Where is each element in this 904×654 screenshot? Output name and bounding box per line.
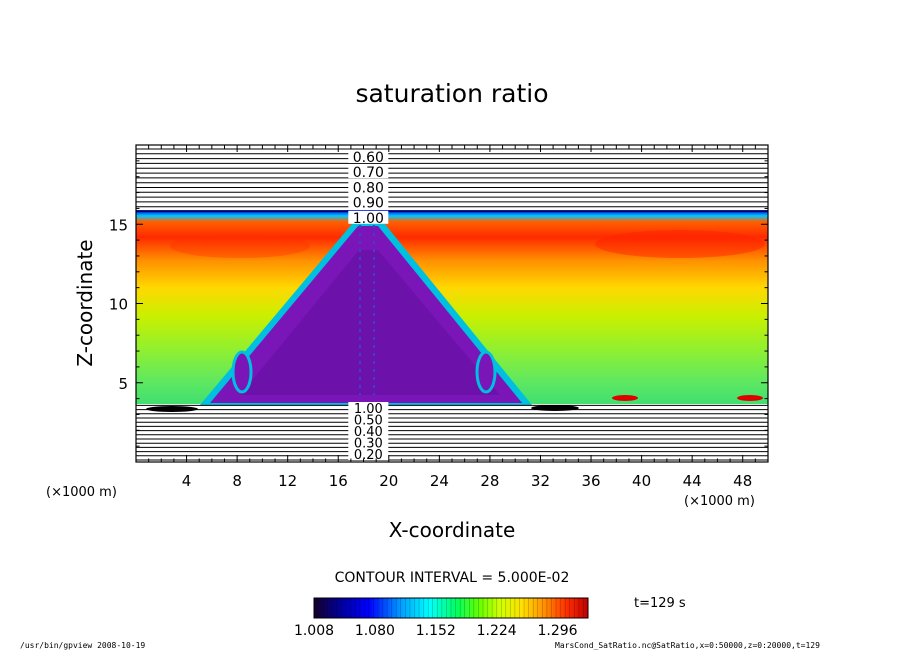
x-axis-ticks: 4 8 12 16 20 24 28 32 36 40 44 48 (148, 145, 756, 490)
x-tick-label: 44 (683, 472, 702, 490)
contour-interval-label: CONTOUR INTERVAL = 5.000E-02 (335, 570, 570, 586)
x-tick-label: 36 (581, 472, 600, 490)
contour-label: 0.30 (354, 437, 383, 452)
x-tick-label: 20 (379, 472, 398, 490)
chart-title: saturation ratio (355, 79, 548, 108)
colorbar-tick-label: 1.080 (355, 623, 395, 639)
colorbar-tick-label: 1.296 (538, 623, 578, 639)
contour-label-bg (348, 195, 389, 209)
contour-label: 0.70 (353, 165, 384, 181)
cloud-core (240, 250, 500, 395)
contour-labels-top: 0.600.700.800.901.00 (348, 150, 389, 227)
contour-lines-bottom (136, 404, 768, 461)
x-tick-label: 12 (278, 472, 297, 490)
contour-label-bg (348, 436, 389, 449)
x-tick-label: 40 (632, 472, 651, 490)
x-unit-label: (×1000 m) (684, 494, 755, 509)
colorbar-stripes (318, 598, 584, 618)
x-tick-label: 32 (531, 472, 550, 490)
x-tick-label: 16 (329, 472, 348, 490)
x-tick-label: 28 (480, 472, 499, 490)
colorbar-tick-label: 1.152 (416, 623, 456, 639)
footer-left: /usr/bin/gpview 2008-10-19 (20, 641, 146, 650)
contour-label: 0.40 (354, 425, 383, 440)
x-tick-label: 8 (232, 472, 242, 490)
contour-label: 0.20 (354, 448, 383, 463)
cloud-bump-right (475, 350, 497, 394)
colorbar: 1.008 1.080 1.152 1.224 1.296 (294, 597, 589, 639)
contour-label-bg (348, 425, 389, 437)
x-axis-label: X-coordinate (389, 518, 516, 542)
contour-label-bg (348, 413, 389, 426)
y-axis-ticks: 5 10 15 (109, 160, 768, 447)
colorbar-tick-labels: 1.008 1.080 1.152 1.224 1.296 (294, 623, 578, 639)
contour-label-bg (348, 150, 389, 163)
base-blob-right (531, 405, 579, 411)
contour-label-bg (348, 448, 389, 460)
time-label: t=129 s (634, 596, 686, 611)
colorbar-fill (313, 597, 589, 619)
contour-label: 0.80 (353, 180, 384, 196)
contour-label: 0.90 (353, 196, 384, 212)
field-red-patch (595, 230, 765, 258)
colorbar-tick-label: 1.008 (294, 623, 334, 639)
plot-area (136, 148, 768, 461)
contour-lines-top (136, 148, 768, 213)
footer-right: MarsCond_SatRatio.nc@SatRatio,x=0:50000,… (555, 641, 820, 650)
y-tick-label: 5 (118, 375, 128, 393)
colorbar-tick-label: 1.224 (477, 623, 517, 639)
contour-label-bg (348, 165, 389, 179)
base-blob-left (146, 406, 198, 412)
contour-label-bg (348, 402, 389, 414)
field-red-patch-left (170, 234, 310, 258)
x-tick-label: 48 (733, 472, 752, 490)
contour-label: 1.00 (354, 402, 383, 417)
contour-label: 0.50 (354, 414, 383, 429)
y-tick-label: 15 (109, 216, 128, 234)
cloud-bump-left (231, 350, 253, 394)
y-axis-label: Z-coordinate (73, 239, 97, 366)
z-unit-label: (×1000 m) (46, 485, 117, 500)
x-tick-label: 4 (182, 472, 192, 490)
contour-label: 1.00 (353, 211, 384, 227)
y-tick-label: 10 (109, 296, 128, 314)
red-lens-1 (612, 395, 638, 401)
contour-label-bg (348, 180, 389, 194)
contour-label: 0.60 (353, 150, 384, 166)
contour-label-bg (348, 210, 389, 224)
red-lens-2 (737, 395, 763, 401)
contour-labels-bottom: 1.000.500.400.300.20 (348, 402, 389, 463)
x-tick-label: 24 (430, 472, 449, 490)
